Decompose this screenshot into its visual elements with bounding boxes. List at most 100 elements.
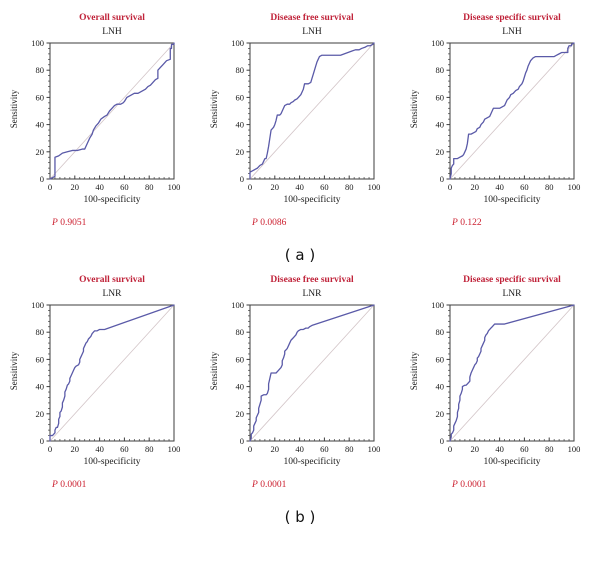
svg-text:100: 100 [568, 182, 581, 192]
svg-text:60: 60 [236, 354, 245, 364]
svg-text:40: 40 [36, 120, 45, 130]
svg-text:80: 80 [545, 444, 554, 454]
p-value: P 0.0001 [52, 479, 200, 492]
svg-text:80: 80 [236, 65, 245, 75]
y-axis-label: Sensitivity [209, 351, 219, 391]
svg-text:0: 0 [448, 182, 452, 192]
svg-text:80: 80 [436, 65, 445, 75]
svg-text:80: 80 [236, 327, 245, 337]
svg-text:20: 20 [436, 147, 445, 157]
plot-subtitle: LNR [502, 289, 522, 299]
p-number: 0.0001 [60, 480, 87, 490]
roc-chart: 0 20 40 60 80 100 0 20 40 60 80 100 [231, 39, 381, 192]
plot-title: Disease specific survival [463, 275, 561, 285]
svg-text:40: 40 [36, 382, 45, 392]
plot-area: Sensitivity 0 20 40 60 80 100 0 20 40 60 80 100 [0, 301, 192, 455]
svg-text:100: 100 [231, 301, 244, 310]
svg-text:60: 60 [120, 182, 129, 192]
svg-text:100: 100 [31, 301, 44, 310]
plot-title: Disease free survival [270, 275, 354, 285]
plot-title: Overall survival [79, 13, 145, 23]
svg-text:20: 20 [271, 182, 280, 192]
svg-text:20: 20 [71, 444, 80, 454]
svg-text:60: 60 [520, 444, 529, 454]
svg-text:40: 40 [436, 382, 445, 392]
plot-subtitle: LNH [502, 27, 522, 37]
svg-text:80: 80 [345, 182, 354, 192]
roc-panel-dfs-lnr: Disease free survival LNR Sensitivity 0 2… [200, 274, 400, 492]
svg-text:100: 100 [568, 444, 581, 454]
svg-text:0: 0 [440, 174, 444, 184]
svg-text:80: 80 [145, 444, 154, 454]
p-symbol: P [252, 218, 258, 228]
svg-text:20: 20 [36, 147, 45, 157]
svg-text:0: 0 [40, 436, 44, 446]
x-axis-label: 100-specificity [83, 195, 141, 205]
svg-text:0: 0 [248, 444, 252, 454]
roc-chart: 0 20 40 60 80 100 0 20 40 60 80 100 [231, 301, 381, 454]
svg-text:100: 100 [31, 39, 44, 48]
svg-text:100: 100 [368, 182, 381, 192]
p-number: 0.122 [460, 218, 482, 228]
svg-text:100: 100 [168, 444, 181, 454]
svg-text:20: 20 [236, 409, 245, 419]
svg-text:40: 40 [495, 444, 504, 454]
plot-subtitle: LNH [302, 27, 322, 37]
roc-panel-dss-lnr: Disease specific survival LNR Sensitivit… [400, 274, 600, 492]
svg-text:100: 100 [368, 444, 381, 454]
y-axis-label: Sensitivity [9, 89, 19, 129]
roc-chart: 0 20 40 60 80 100 0 20 40 60 80 100 [431, 39, 581, 192]
p-value: P 0.0001 [252, 479, 400, 492]
svg-text:80: 80 [436, 327, 445, 337]
svg-text:80: 80 [545, 182, 554, 192]
roc-panel-os-lnh: Overall survival LNH Sensitivity 0 20 40 60… [0, 12, 200, 230]
plot-subtitle: LNR [302, 289, 322, 299]
p-symbol: P [252, 480, 258, 490]
svg-text:20: 20 [71, 182, 80, 192]
svg-text:60: 60 [120, 444, 129, 454]
svg-text:100: 100 [431, 39, 444, 48]
figure-row-a: Overall survival LNH Sensitivity 0 20 40 60… [0, 0, 600, 230]
svg-text:80: 80 [36, 327, 45, 337]
x-axis-label: 100-specificity [483, 195, 541, 205]
svg-text:60: 60 [436, 92, 445, 102]
x-axis-label: 100-specificity [483, 457, 541, 467]
svg-text:60: 60 [36, 92, 45, 102]
roc-panel-dfs-lnh: Disease free survival LNH Sensitivity 0 2… [200, 12, 400, 230]
svg-text:20: 20 [471, 182, 480, 192]
panel-label-a: ( a ) [284, 246, 316, 264]
svg-text:0: 0 [248, 182, 252, 192]
plot-title: Disease free survival [270, 13, 354, 23]
svg-text:60: 60 [236, 92, 245, 102]
roc-chart: 0 20 40 60 80 100 0 20 40 60 80 100 [31, 39, 180, 192]
roc-panel-os-lnr: Overall survival LNR Sensitivity 0 20 40 60… [0, 274, 200, 492]
svg-text:60: 60 [320, 182, 329, 192]
p-symbol: P [52, 218, 58, 228]
plot-title: Overall survival [79, 275, 145, 285]
svg-text:40: 40 [95, 182, 104, 192]
x-axis-label: 100-specificity [83, 457, 141, 467]
svg-text:20: 20 [436, 409, 445, 419]
plot-area: Sensitivity 0 20 40 60 80 100 0 20 40 60 80 100 [200, 39, 392, 193]
p-number: 0.9051 [60, 218, 87, 228]
p-symbol: P [452, 480, 458, 490]
plot-subtitle: LNH [102, 27, 122, 37]
svg-text:20: 20 [271, 444, 280, 454]
svg-text:40: 40 [236, 382, 245, 392]
roc-panel-dss-lnh: Disease specific survival LNH Sensitivit… [400, 12, 600, 230]
plot-area: Sensitivity 0 20 40 60 80 100 0 20 40 60 80 100 [400, 39, 592, 193]
svg-text:40: 40 [236, 120, 245, 130]
p-value: P 0.0001 [452, 479, 600, 492]
p-number: 0.0001 [460, 480, 487, 490]
svg-text:60: 60 [520, 182, 529, 192]
svg-text:40: 40 [436, 120, 445, 130]
p-value: P 0.122 [452, 217, 600, 230]
p-number: 0.0086 [260, 218, 287, 228]
svg-text:100: 100 [231, 39, 244, 48]
p-value: P 0.0086 [252, 217, 400, 230]
p-value: P 0.9051 [52, 217, 200, 230]
svg-text:60: 60 [36, 354, 45, 364]
p-symbol: P [52, 480, 58, 490]
svg-text:0: 0 [240, 174, 244, 184]
